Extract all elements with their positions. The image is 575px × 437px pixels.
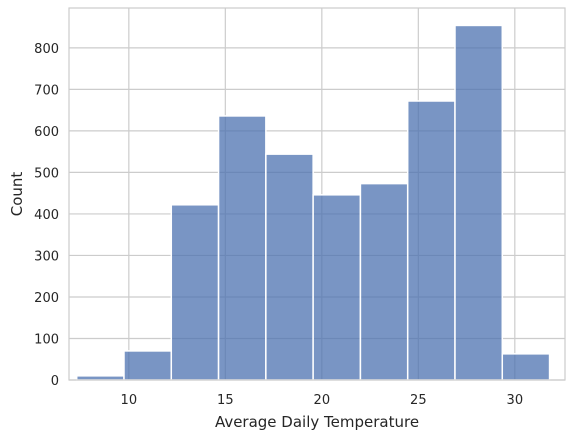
y-tick-label: 100: [34, 332, 59, 347]
y-tick-label: 600: [34, 125, 59, 140]
histogram-bar: [170, 204, 220, 381]
x-tick-label: 20: [314, 393, 331, 408]
x-tick-labels: 10 15 20 25 30: [121, 393, 524, 408]
y-tick-label: 700: [34, 83, 59, 98]
plot-frame: [68, 7, 566, 381]
histogram-bar: [406, 100, 456, 381]
histogram-bar: [359, 182, 409, 381]
bars: [75, 24, 551, 381]
histogram-bar: [312, 194, 362, 381]
x-tick-label: 15: [217, 393, 234, 408]
x-tick-label: 30: [507, 393, 524, 408]
histogram-bar: [265, 153, 314, 381]
x-tick-label: 25: [410, 393, 427, 408]
y-tick-label: 0: [51, 374, 59, 389]
x-tick-label: 10: [121, 393, 138, 408]
y-axis-label: Count: [8, 172, 26, 217]
y-tick-label: 400: [34, 208, 59, 223]
y-tick-label: 500: [34, 166, 59, 181]
histogram-bar: [75, 375, 125, 381]
x-axis-label: Average Daily Temperature: [215, 413, 419, 431]
y-tick-label: 200: [34, 291, 59, 306]
histogram-bar: [217, 115, 267, 381]
y-tick-label: 300: [34, 249, 59, 264]
histogram-bar: [123, 350, 173, 381]
y-tick-label: 800: [34, 42, 59, 57]
histogram-bar: [501, 353, 551, 381]
histogram-bar: [454, 24, 504, 381]
y-tick-labels: 0 100 200 300 400 500 600 700 800: [34, 42, 59, 389]
